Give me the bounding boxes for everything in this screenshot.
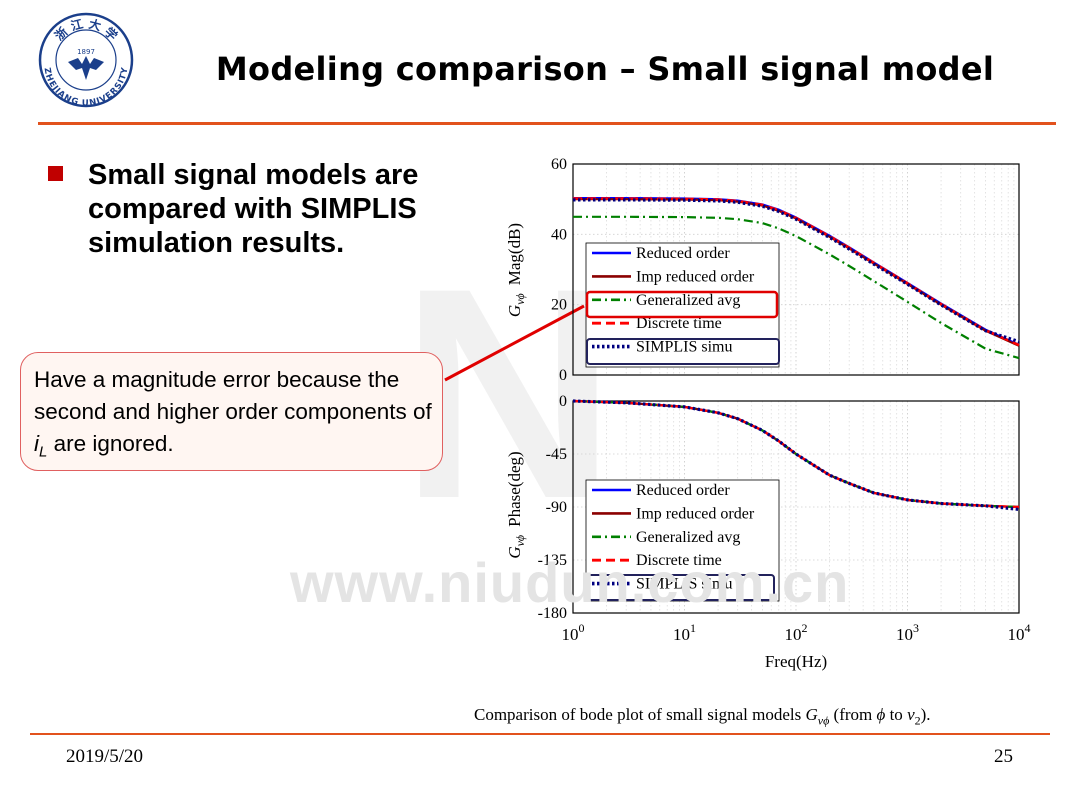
bullet-text: Small signal models are compared with SI… xyxy=(88,159,419,259)
phase-series-line xyxy=(572,399,1020,509)
footer-date: 2019/5/20 xyxy=(66,746,144,767)
x-tick-label: 100 xyxy=(562,621,585,644)
mag-series-line xyxy=(573,197,1020,346)
callout-text: Have a magnitude error because the secon… xyxy=(34,364,434,469)
mag-grid xyxy=(572,163,1019,376)
callout-text-before: Have a magnitude error because the secon… xyxy=(34,367,432,424)
mag-legend-label: Imp reduced order xyxy=(636,268,755,285)
phase-series-line xyxy=(572,399,1020,509)
header-divider xyxy=(38,122,1056,125)
callout-text-after: are ignored. xyxy=(47,431,174,456)
x-tick-label: 102 xyxy=(785,621,808,644)
mag-series-line xyxy=(573,215,1020,360)
figure-caption: Comparison of bode plot of small signal … xyxy=(474,705,931,728)
x-tick-label: 103 xyxy=(896,621,919,644)
phase-legend-label: Reduced order xyxy=(636,482,730,499)
logo-year: 1897 xyxy=(77,48,95,56)
mag-legend-label: SIMPLIS simu xyxy=(636,339,732,356)
x-axis-label: Freq(Hz) xyxy=(765,652,827,671)
callout-var-sub: L xyxy=(39,443,48,461)
logo-eagle-icon xyxy=(68,56,104,80)
watermark-text: www.niudun.com.cn xyxy=(290,551,850,614)
x-tick-label: 104 xyxy=(1008,621,1031,644)
mag-axes-frame xyxy=(572,163,1020,376)
x-tick-label: 101 xyxy=(673,621,696,644)
mag-series-line xyxy=(573,198,1020,344)
mag-ytick-label: 60 xyxy=(551,156,567,173)
phase-legend-label: Generalized avg xyxy=(636,529,740,546)
x-tick-labels: 100 101 102 103 104 xyxy=(562,621,1031,644)
mag-legend-label: Generalized avg xyxy=(636,292,740,309)
callout-var: i xyxy=(34,431,39,456)
mag-series-line xyxy=(573,197,1020,347)
mag-legend-label: Reduced order xyxy=(636,245,730,262)
phase-series-line xyxy=(572,399,1020,509)
phase-series-line xyxy=(572,399,1020,509)
bullet-square-icon xyxy=(48,166,63,181)
zhejiang-university-logo: 浙 江 大 学 ZHEJIANG UNIVERSITY 1897 xyxy=(38,12,134,108)
phase-series-line xyxy=(572,399,1020,511)
page-title: Modeling comparison – Small signal model xyxy=(215,50,995,88)
page-number: 25 xyxy=(994,746,1013,767)
phase-series xyxy=(572,399,1020,511)
footer-divider xyxy=(30,733,1050,735)
mag-legend-label: Discrete time xyxy=(636,315,722,332)
mag-series xyxy=(573,197,1020,360)
callout-box xyxy=(20,352,443,471)
mag-series-line xyxy=(573,198,1020,347)
phase-legend-label: Imp reduced order xyxy=(636,505,755,522)
